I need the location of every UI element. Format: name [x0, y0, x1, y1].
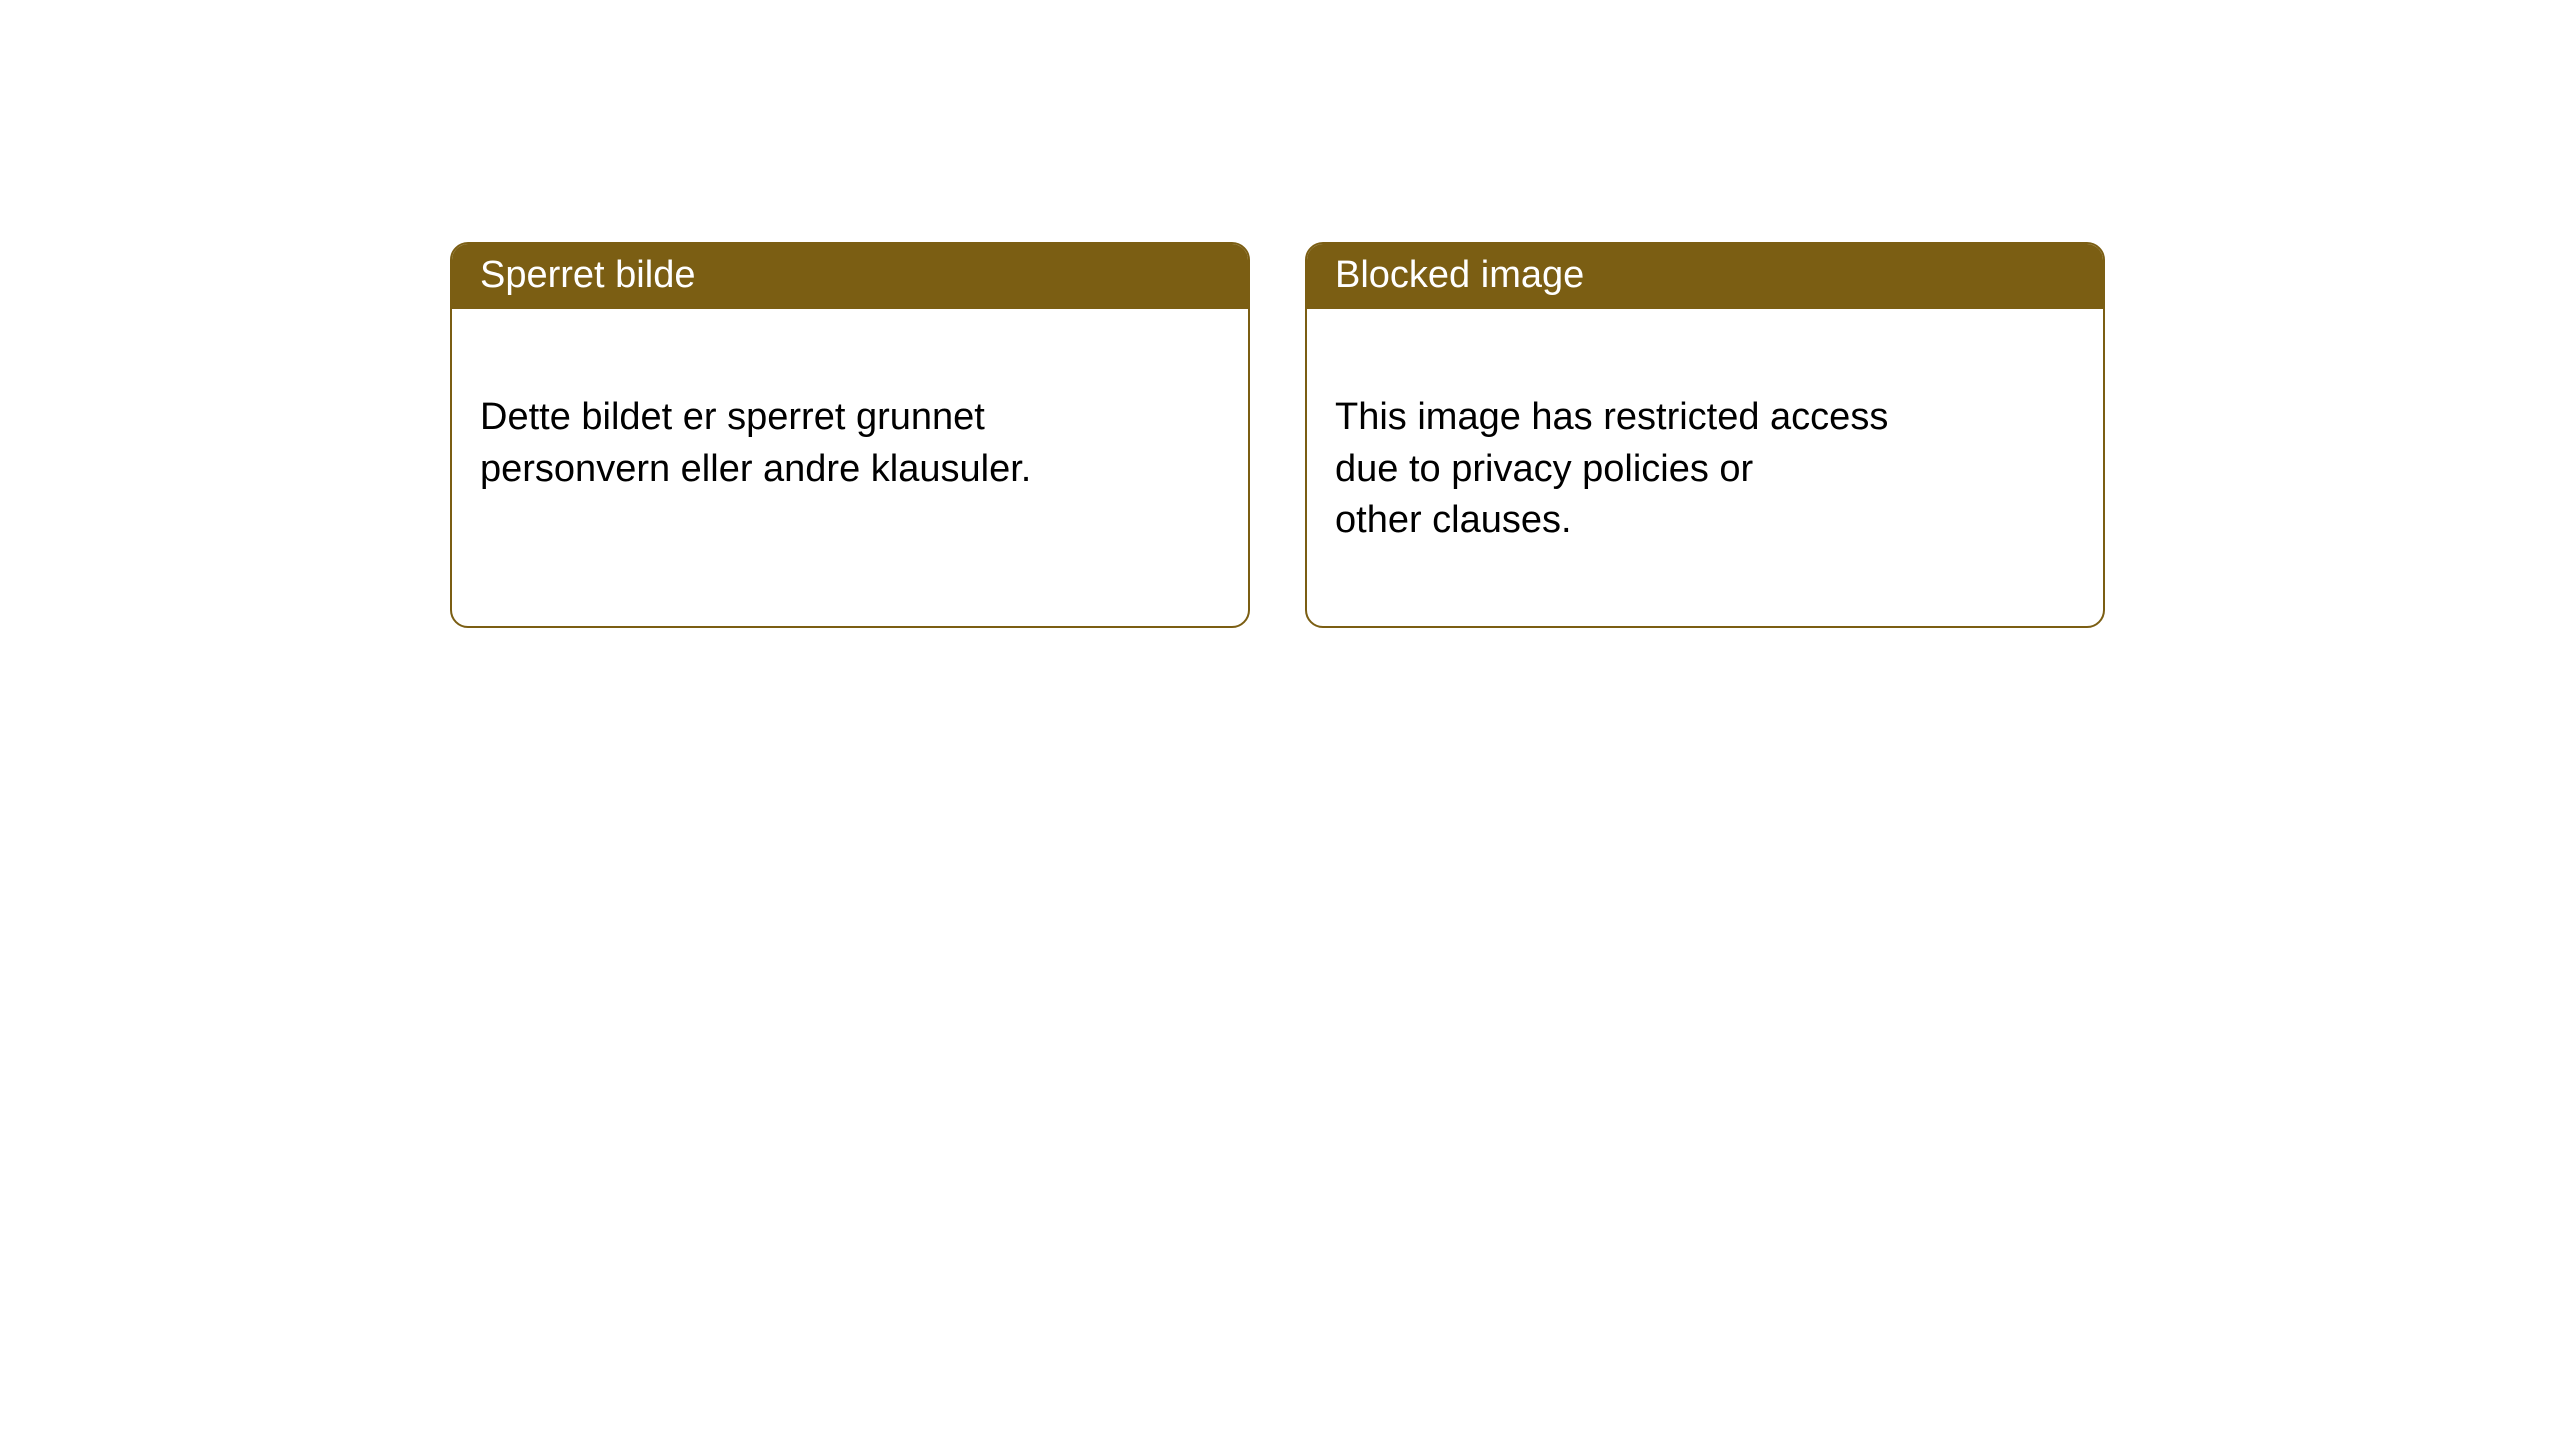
notice-message: Dette bildet er sperret grunnet personve… — [480, 396, 1031, 489]
notice-container: Sperret bilde Dette bildet er sperret gr… — [0, 0, 2560, 628]
notice-header: Blocked image — [1307, 244, 2103, 309]
notice-card-norwegian: Sperret bilde Dette bildet er sperret gr… — [450, 242, 1250, 628]
notice-body: This image has restricted access due to … — [1307, 309, 2103, 626]
notice-title: Blocked image — [1335, 254, 1584, 296]
notice-body: Dette bildet er sperret grunnet personve… — [452, 309, 1248, 575]
notice-header: Sperret bilde — [452, 244, 1248, 309]
notice-message: This image has restricted access due to … — [1335, 396, 1888, 541]
notice-card-english: Blocked image This image has restricted … — [1305, 242, 2105, 628]
notice-title: Sperret bilde — [480, 254, 695, 296]
